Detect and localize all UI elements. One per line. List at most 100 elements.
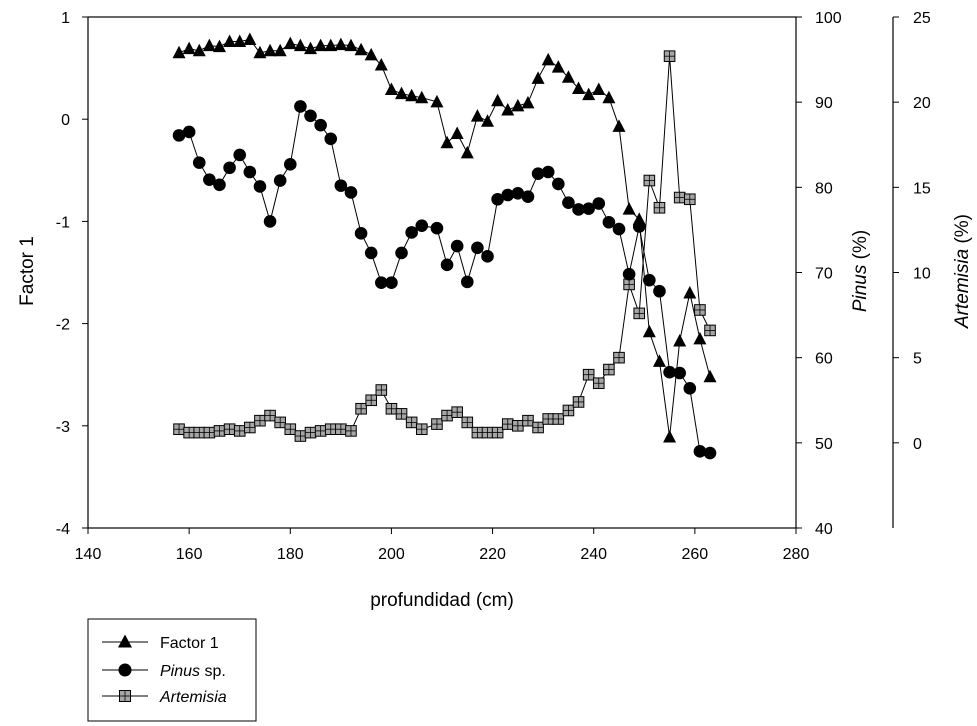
series-circle [172,100,717,460]
data-point-circle [653,284,666,298]
left-axis-title: Factor 1 [17,236,38,306]
data-point-circle [415,219,429,232]
data-point-circle [552,177,565,191]
data-point-circle [582,202,595,215]
x-tick-label: 160 [176,546,203,563]
data-point-triangle [511,98,525,112]
right1-tick-label: 60 [815,351,833,368]
data-point-circle [334,179,348,192]
data-point-square [183,426,195,439]
data-point-square [233,425,246,437]
data-point-triangle [374,58,388,71]
right1-tick-label: 80 [815,180,833,197]
data-point-circle [375,276,388,290]
data-point-triangle [481,114,495,127]
data-point-square [173,423,185,436]
data-point-triangle [233,34,247,48]
data-point-triangle [243,32,257,45]
legend-label-pinus-rest: sp. [200,663,226,680]
x-axis-title: profundidad (cm) [370,590,514,611]
data-point-circle [172,129,186,142]
axes: 140 160 180 200 220 240 260 28010-1-2-3-4100908… [56,10,931,563]
right1-axis-title: Pinus (%) [850,230,871,312]
legend-label-pinus: Pinus sp. [160,663,226,680]
data-point-circle [693,445,707,458]
data-point-square [264,409,276,422]
data-point-triangle [263,43,277,57]
data-point-square [643,174,656,187]
series-square [173,50,716,442]
x-tick-label: 200 [378,546,405,563]
series-line-triangle [178,38,711,438]
data-point-square [694,304,706,316]
data-point-circle [471,241,484,255]
right1-axis-title-italic: Pinus [850,264,871,312]
data-point-square [603,363,615,376]
legend-label-artemisia: Artemisia [159,689,227,706]
right1-tick-label: 100 [815,10,842,27]
data-point-triangle [632,212,646,225]
data-point-circle [501,188,515,202]
data-point-circle [491,192,504,206]
data-point-circle [395,246,408,260]
data-point-triangle [683,285,697,299]
right1-axis-title-unit: (%) [850,230,871,265]
data-point-circle [253,180,267,193]
data-point-triangle [212,39,226,53]
right2-axis-title: Artemisia (%) [952,214,973,329]
data-point-circle [592,197,606,210]
data-point-circle [294,100,307,113]
data-point-square [704,324,716,337]
data-point-square [223,423,236,436]
data-point-triangle [582,87,596,101]
data-point-circle [213,178,226,192]
legend-label-pinus-italic: Pinus [160,663,200,680]
data-point-square [673,191,686,204]
data-point-square [451,406,463,418]
data-point-circle [233,148,247,162]
data-point-circle [562,196,575,209]
data-point-triangle [663,430,677,443]
data-point-triangle [172,45,186,59]
data-point-circle [223,161,236,175]
data-point-square [324,423,337,436]
left-tick-label: 1 [61,10,70,27]
right2-tick-label: 0 [913,436,922,453]
data-point-square [365,394,377,407]
data-point-square [542,413,555,425]
data-point-square [375,384,388,396]
x-tick-label: 240 [580,546,607,563]
data-point-triangle [673,333,687,347]
data-point-circle [364,246,378,260]
right2-tick-label: 5 [913,351,922,368]
data-point-square [355,402,367,415]
data-point-circle [673,366,686,380]
data-point-square [633,307,646,320]
data-point-square [431,418,443,430]
data-point-circle [203,173,216,186]
data-point-square [395,408,408,420]
data-point-triangle [440,135,454,149]
data-point-circle [273,174,287,187]
data-point-triangle [202,38,216,52]
data-point-square [481,426,494,439]
data-point-circle [304,109,317,123]
data-point-square [203,426,216,439]
data-point-circle [511,186,525,200]
right2-tick-label: 15 [913,180,931,197]
data-point-triangle [703,369,717,383]
data-point-circle [663,365,676,379]
data-point-circle [521,190,535,204]
data-point-triangle [354,42,368,56]
data-point-circle [541,165,555,179]
data-point-triangle [304,41,318,55]
data-point-circle [324,132,338,146]
right2-tick-label: 25 [913,10,931,27]
data-point-triangle [223,34,237,48]
data-point-triangle [430,94,444,108]
data-point-triangle [450,126,464,140]
series-triangle [172,32,717,443]
data-point-circle [405,226,418,239]
data-point-circle [354,227,368,240]
